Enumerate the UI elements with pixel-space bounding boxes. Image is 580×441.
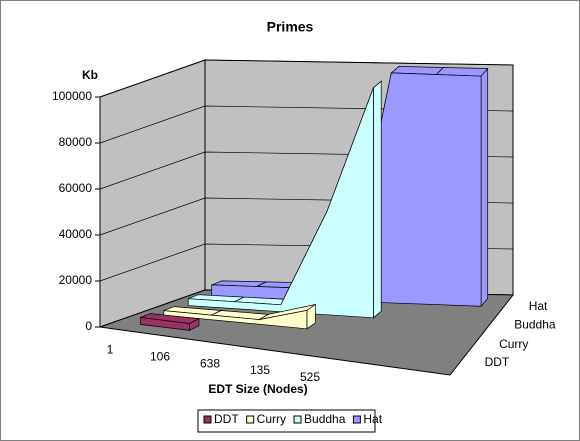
series-label: Hat [529,299,548,313]
y-axis-title: Kb [82,68,98,82]
area-side [480,67,489,308]
legend-swatch [246,415,255,424]
y-tick-label: 80000 [59,135,93,149]
x-tick-label: 106 [150,349,170,363]
area-side [373,80,382,319]
legend-label: DDT [214,412,239,426]
area [139,317,190,331]
series-label: Buddha [514,318,556,332]
series-label: DDT [485,355,510,369]
y-tick-label: 60000 [59,181,93,195]
x-axis-title: EDT Size (Nodes) [208,382,307,396]
series-label: Curry [499,337,528,351]
legend-box [197,409,376,433]
legend-label: Curry [257,412,286,426]
x-tick-label: 638 [200,356,220,370]
x-tick-label: 135 [250,363,270,377]
legend-label: Buddha [304,412,346,426]
area [187,87,374,319]
chart-title: Primes [267,19,314,35]
grid-line [99,59,514,98]
legend-label: Hat [363,412,382,426]
y-tick-label: 40000 [59,227,93,241]
y-tick-label: 20000 [59,273,93,287]
legend-swatch [203,415,212,424]
y-tick-label: 100000 [52,89,92,103]
x-tick-label: 525 [300,370,320,384]
legend-swatch [293,415,302,424]
side-wall [99,59,206,328]
legend-swatch [352,415,361,424]
y-tick-label: 0 [85,319,92,333]
x-tick-label: 1 [107,343,114,357]
